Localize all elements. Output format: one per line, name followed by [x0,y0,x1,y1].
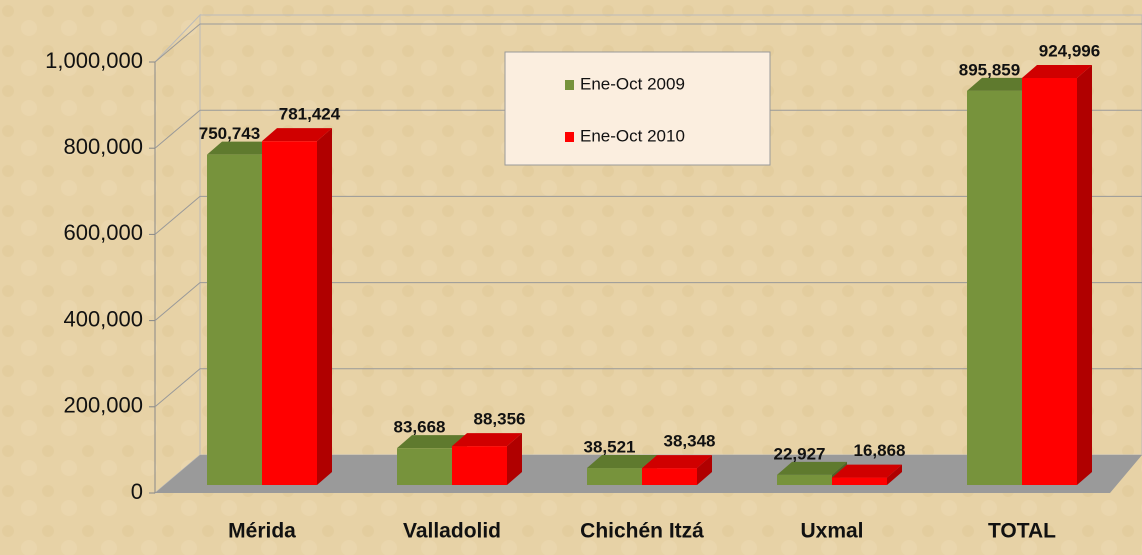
value-label: 750,743 [199,124,260,143]
bar-side [1077,65,1092,485]
bar [207,154,262,485]
grid-line [154,23,1142,63]
y-tick-label: 800,000 [63,134,143,159]
value-label: 22,927 [774,444,826,463]
bar [397,448,452,485]
value-label: 895,859 [959,60,1020,79]
bar-top [832,464,902,478]
bar-top [777,461,847,475]
bar [452,446,507,485]
bar [832,477,887,485]
legend-swatch [565,80,574,90]
bar-top [262,128,332,142]
x-tick-label: Mérida [228,520,296,543]
grid-line [154,109,1142,149]
legend-label: Ene-Oct 2009 [580,74,685,93]
bar [1022,78,1077,485]
bar [777,474,832,485]
bar-side [697,455,712,485]
value-label: 924,996 [1039,41,1100,60]
value-label: 83,668 [394,418,446,437]
y-tick-label: 0 [131,479,143,504]
bar [262,141,317,485]
bar-side [887,464,902,485]
legend-swatch [565,132,574,142]
x-tick-label: Chichén Itzá [580,520,704,543]
bar [587,468,642,485]
bar [642,468,697,485]
bar-top [967,77,1037,91]
value-label: 88,356 [474,410,526,429]
grid-line [154,368,1142,408]
y-tick-label: 200,000 [63,393,143,418]
bar-top [1022,65,1092,79]
bar [967,90,1022,486]
bar-top [452,433,522,447]
x-tick-label: Valladolid [403,520,501,543]
y-tick-label: 1,000,000 [45,48,143,73]
value-label: 38,521 [584,438,636,457]
value-label: 38,348 [664,432,716,451]
value-label: 16,868 [854,441,906,460]
bar-top [207,141,277,155]
x-tick-label: Uxmal [800,520,863,543]
bar-side [317,128,332,485]
legend-box [504,51,771,166]
y-tick-label: 600,000 [63,220,143,245]
bar-top [642,455,712,469]
x-tick-label: TOTAL [988,520,1056,543]
bar-top [397,435,467,449]
value-label: 781,424 [279,105,341,124]
legend-label: Ene-Oct 2010 [580,126,685,145]
grid-line [154,282,1142,321]
y-tick-label: 400,000 [63,306,143,331]
bar-top [587,455,657,469]
grid-line [154,195,1142,235]
bar-side [507,433,522,485]
